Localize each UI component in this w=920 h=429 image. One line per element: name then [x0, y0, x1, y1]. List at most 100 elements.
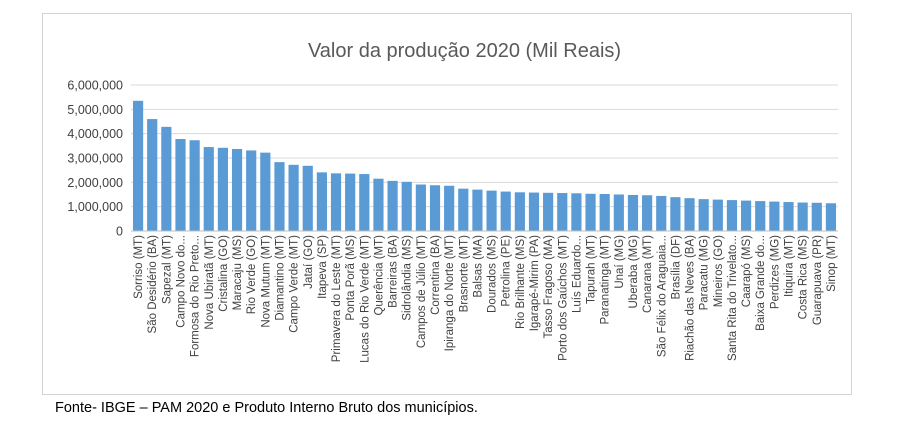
x-tick-label: Sorriso (MT)	[133, 235, 145, 299]
bar	[316, 172, 327, 231]
bar	[359, 174, 370, 231]
bar	[740, 200, 752, 231]
chart-frame: Valor da produção 2020 (Mil Reais) 0 1,000…	[42, 13, 852, 395]
bar	[726, 200, 738, 231]
bar	[217, 147, 229, 231]
bar	[132, 100, 144, 231]
x-tick-label: Brasília (DF)	[670, 235, 682, 300]
bar	[429, 185, 441, 231]
x-tick-label: Perdizes (MG)	[769, 235, 781, 309]
y-tick-label: 4,000,000	[67, 127, 123, 141]
x-tick-label: Riachão das Neves (BA)	[685, 235, 697, 361]
x-tick-label: Mineiros (GO)	[713, 235, 725, 307]
bar	[387, 180, 398, 231]
x-tick-label: São Félix do Araguaia...	[656, 235, 668, 357]
bar	[698, 199, 709, 231]
x-tick-label: Primavera do Leste (MT)	[331, 235, 343, 362]
bar	[260, 152, 271, 231]
x-tick-label: Ponta Porã (MS)	[345, 235, 357, 321]
bar	[642, 195, 653, 231]
bar	[670, 197, 681, 231]
x-tick-label: Jataí (GO)	[303, 235, 315, 289]
x-tick-label: Sinop (MT)	[826, 235, 838, 292]
x-tick-label: Itapeva (SP)	[317, 235, 329, 299]
x-tick-label: Campo Verde (MT)	[289, 235, 301, 333]
bar	[571, 193, 582, 231]
bar	[330, 173, 342, 231]
x-tick-label: Baixa Grande do...	[755, 235, 767, 331]
bar	[189, 140, 200, 231]
source-note: Fonte- IBGE – PAM 2020 e Produto Interno…	[55, 400, 478, 416]
bar	[472, 189, 483, 231]
x-tick-label: Petrolina (PE)	[501, 235, 513, 307]
x-tick-label: Nova Mutum (MT)	[260, 235, 272, 328]
bar	[444, 185, 455, 231]
x-tick-label: Paranatinga (MT)	[600, 235, 612, 325]
x-tick-label: Porto dos Gaúchos (MT)	[557, 235, 569, 361]
x-tick-label: Brasnorte (MT)	[458, 235, 470, 312]
bar	[458, 188, 469, 231]
x-tick-label: Uberaba (MG)	[628, 235, 640, 309]
x-tick-label: Lucas do Rio Verde (MT)	[359, 235, 371, 363]
x-tick-label: Canarana (MT)	[642, 235, 654, 313]
bar	[585, 193, 596, 231]
bar	[783, 202, 794, 231]
x-tick-label: Tapurah (MT)	[586, 235, 598, 304]
y-tick-label: 6,000,000	[67, 79, 123, 93]
bar	[161, 126, 172, 231]
x-tick-label: Sidrolândia (MS)	[402, 235, 414, 321]
x-tick-label: São Desidério (BA)	[147, 235, 159, 334]
x-tick-label: Formosa do Rio Preto...	[190, 235, 202, 357]
bar	[288, 164, 299, 231]
x-tick-label: Maracaju (MS)	[232, 235, 244, 311]
bar	[345, 173, 356, 231]
bar	[599, 194, 610, 231]
x-tick-label: Luís Eduardo...	[571, 235, 583, 313]
x-tick-label: Guarapuava (PR)	[812, 235, 824, 325]
bar	[712, 199, 723, 231]
bar	[415, 184, 426, 231]
y-tick-label: 3,000,000	[67, 152, 123, 166]
x-tick-label: Santa Rita do Trivelato...	[727, 235, 739, 361]
bar	[175, 139, 186, 231]
bar	[543, 192, 554, 231]
bar	[656, 195, 667, 231]
x-tick-label: Itiquira (MT)	[784, 235, 796, 297]
bar	[557, 193, 568, 231]
x-tick-label: Campo Novo do...	[175, 235, 187, 328]
x-tick-label: Caarapó (MS)	[741, 235, 753, 307]
bar	[246, 150, 257, 231]
bar	[373, 178, 384, 231]
bar	[486, 190, 497, 231]
x-tick-label: Balsas (MA)	[472, 235, 484, 298]
bar	[825, 203, 837, 231]
x-tick-label: Costa Rica (MS)	[798, 235, 810, 320]
bar	[500, 191, 511, 231]
x-tick-label: Ipiranga do Norte (MT)	[444, 235, 456, 351]
bar	[274, 162, 285, 231]
bar	[302, 165, 313, 231]
bar	[811, 202, 822, 231]
x-tick-label: Querência (MT)	[373, 235, 385, 316]
bar	[401, 181, 412, 231]
bar	[231, 148, 243, 231]
x-tick-label: Cristalina (GO)	[218, 235, 230, 312]
x-tick-label: Diamantino (MT)	[274, 235, 286, 321]
bar	[755, 201, 766, 231]
x-tick-label: Sapezal (MT)	[161, 235, 173, 304]
x-tick-label: Dourados (MS)	[487, 235, 499, 313]
bar	[769, 201, 780, 231]
y-tick-label: 2,000,000	[67, 176, 123, 190]
bar	[627, 194, 639, 231]
x-tick-label: Unaí (MG)	[614, 235, 626, 289]
bar	[528, 192, 540, 231]
y-tick-label: 1,000,000	[67, 200, 123, 214]
chart-title: Valor da produção 2020 (Mil Reais)	[308, 40, 621, 62]
x-tick-label: Nova Ubiratã (MT)	[204, 235, 216, 330]
x-tick-label: Rio Brilhante (MS)	[515, 235, 527, 329]
bar	[203, 147, 214, 231]
bar	[514, 192, 525, 231]
bar	[684, 198, 695, 231]
bar-chart: Valor da produção 2020 (Mil Reais) 0 1,000…	[67, 40, 838, 363]
x-tick-label: Correntina (BA)	[430, 235, 442, 315]
